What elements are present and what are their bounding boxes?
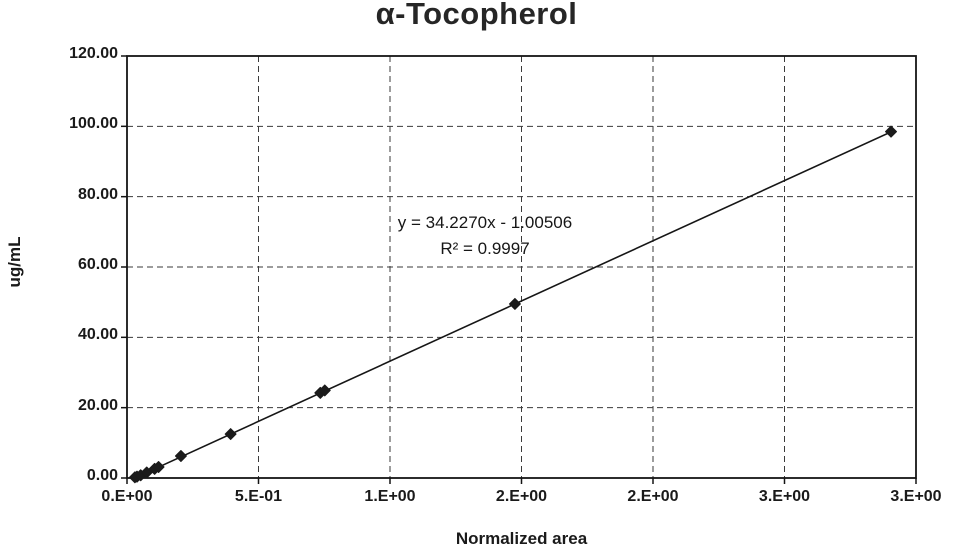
x-tick-label: 5.E-01 <box>234 488 283 505</box>
y-tick-label: 120.00 <box>69 45 118 62</box>
x-tick-label: 3.E+00 <box>758 488 811 505</box>
y-tick-label: 60.00 <box>77 256 118 273</box>
data-point-marker <box>885 125 898 138</box>
x-axis-label: Normalized area <box>455 529 588 548</box>
x-tick-label: 2.E+00 <box>627 488 679 505</box>
y-tick-label: 20.00 <box>77 396 118 414</box>
y-tick-label: 40.00 <box>77 326 118 344</box>
y-tick-label: 0.00 <box>86 467 118 484</box>
data-point-marker <box>174 450 187 463</box>
y-tick-label: 80.00 <box>77 185 118 203</box>
x-tick-label: 2.E+00 <box>495 488 548 505</box>
data-point-marker <box>152 460 165 473</box>
x-tick-label: 1.E+00 <box>364 488 416 505</box>
trendline-annotation: y = 34.2270x - 1.00506 R² = 0.9997 <box>330 210 640 262</box>
chart-title: α-Tocopherol <box>375 0 578 31</box>
data-point-marker <box>508 297 521 310</box>
x-tick-label: 3.E+00 <box>890 488 942 505</box>
y-axis-label: ug/mL <box>5 236 24 288</box>
trendline-equation: y = 34.2270x - 1.00506 <box>397 213 573 232</box>
data-point-marker <box>224 428 237 441</box>
data-point-marker <box>318 384 331 397</box>
x-tick-label: 0.E+00 <box>101 488 153 505</box>
trendline-r-squared: R² = 0.9997 <box>440 239 530 258</box>
plot-border <box>126 55 917 479</box>
y-tick-label: 100.00 <box>69 115 118 133</box>
